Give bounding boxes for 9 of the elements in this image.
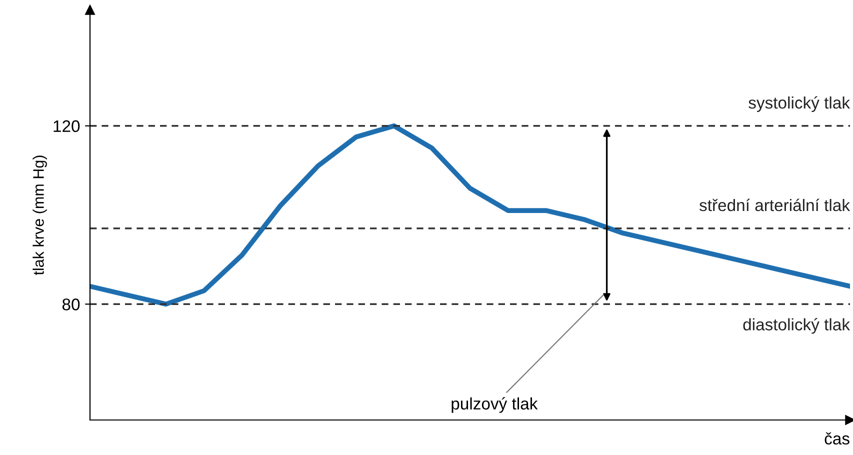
ref-line-label: systolický tlak	[748, 96, 850, 112]
y-tick-label: 80	[62, 298, 80, 310]
line-series	[90, 123, 850, 307]
ref-line-label: střední arteriální tlak	[699, 198, 850, 212]
ref-line-label: diastolický tlak	[743, 318, 850, 334]
annotation: pulzový tlak	[452, 397, 538, 413]
y-axis-title: tlak krve (mm Hg)	[32, 156, 47, 276]
y-tick-label: 120	[54, 120, 80, 132]
x-axis-title: čas	[824, 432, 850, 445]
